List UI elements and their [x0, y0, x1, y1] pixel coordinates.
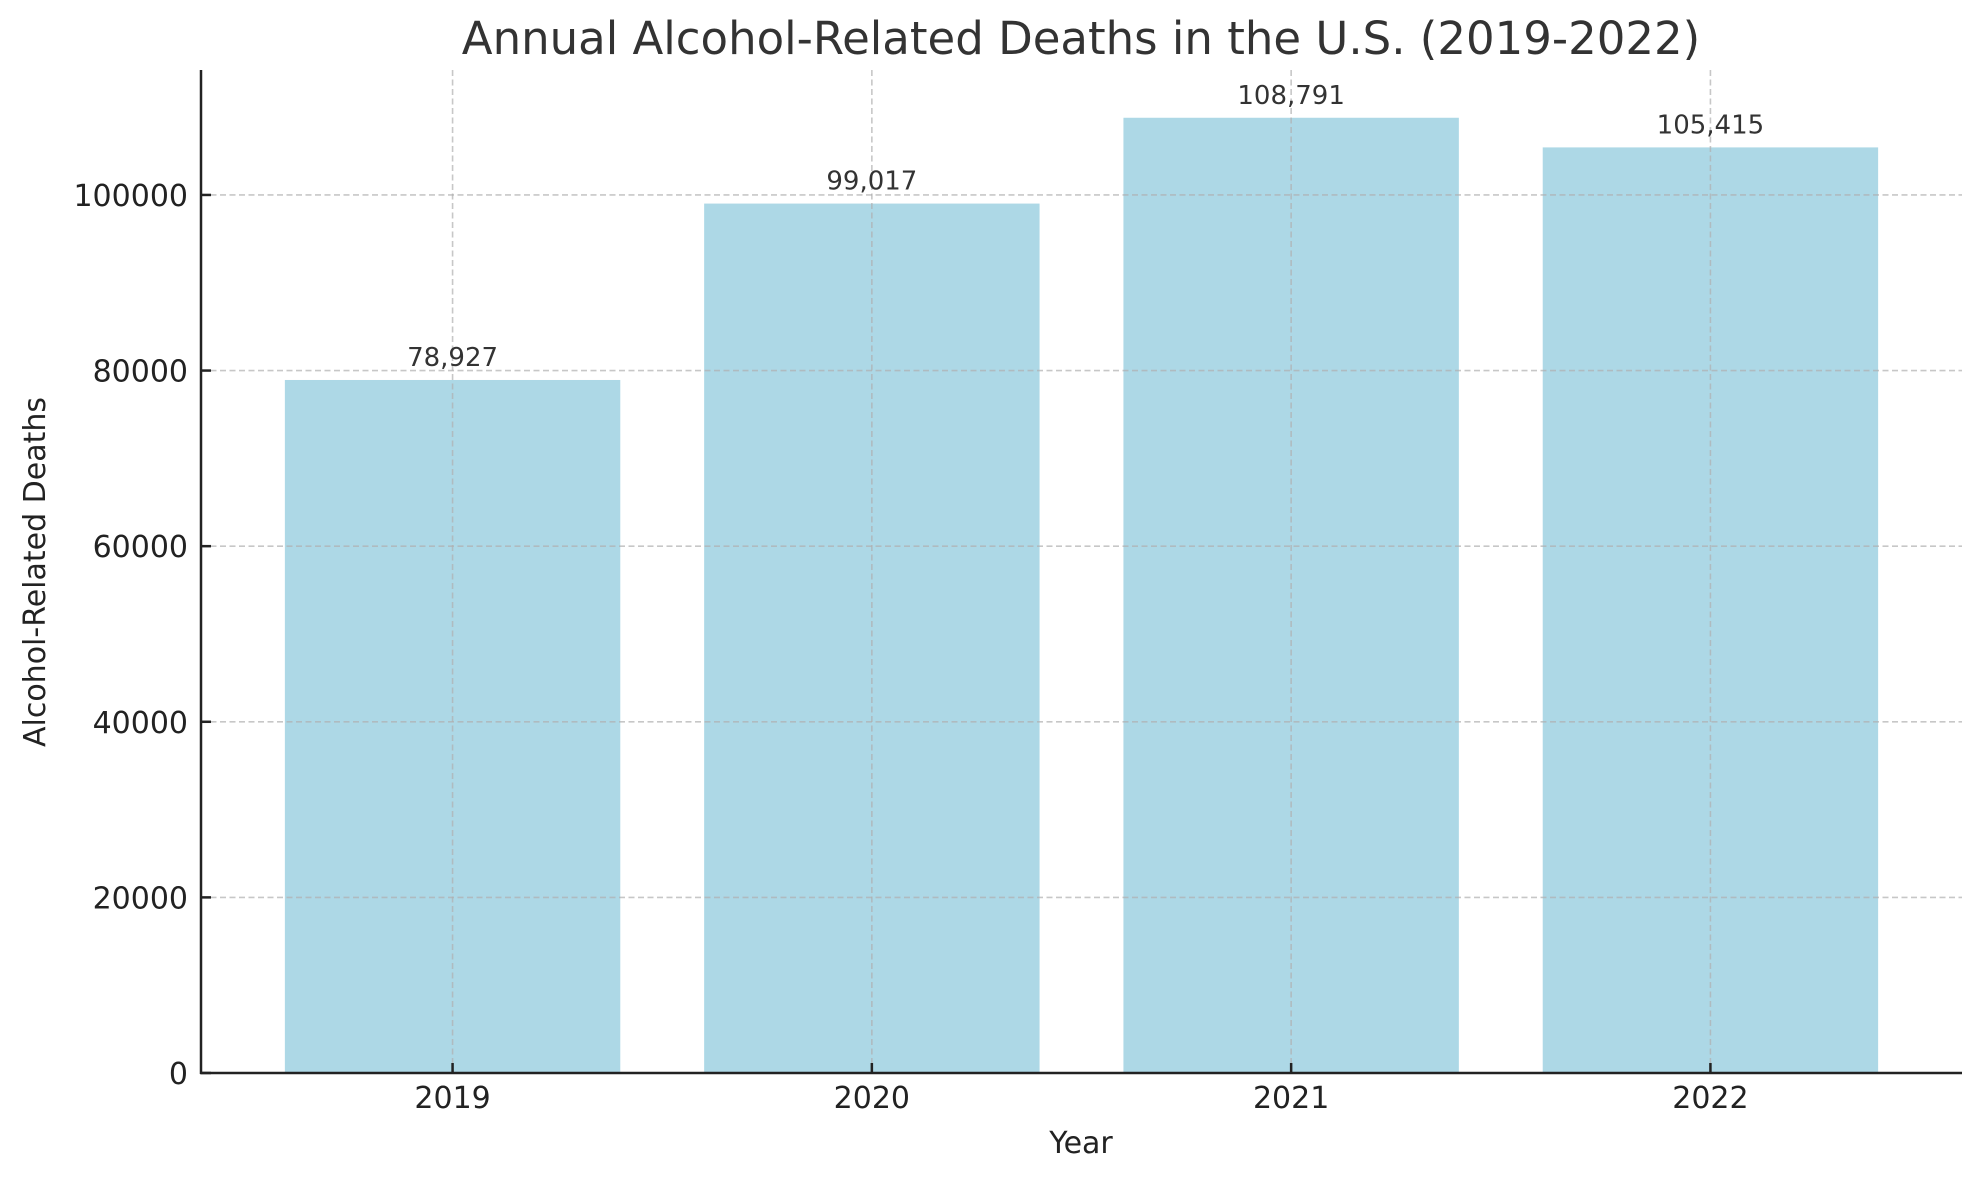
x-ticks: 2019 2020 2021 2022: [414, 1063, 1749, 1116]
y-tick-label: 100000: [73, 179, 188, 214]
y-tick-label: 0: [169, 1057, 188, 1092]
y-axis-label: Alcohol-Related Deaths: [18, 397, 53, 747]
bars: [284, 117, 1879, 1073]
axes: [199, 70, 1962, 1075]
vertical-grid-lines: [201, 70, 1962, 1073]
y-tick-label: 40000: [93, 706, 188, 741]
bar-value-label: 108,791: [1237, 81, 1345, 111]
bar-value-labels: 78,927 99,017 108,791 105,415: [407, 81, 1764, 373]
y-tick-label: 60000: [93, 530, 188, 565]
bar-value-label: 78,927: [407, 343, 498, 373]
bar-value-label: 105,415: [1657, 110, 1765, 140]
x-axis-label: Year: [1048, 1126, 1113, 1161]
y-tick-label: 80000: [93, 355, 188, 390]
x-tick-label: 2020: [834, 1081, 910, 1116]
x-tick-label: 2019: [414, 1081, 490, 1116]
x-tick-label: 2022: [1672, 1081, 1748, 1116]
y-tick-label: 20000: [93, 881, 188, 916]
bar-value-label: 99,017: [826, 167, 917, 197]
bar-2020: [704, 203, 1040, 1073]
x-tick-label: 2021: [1253, 1081, 1329, 1116]
chart-title: Annual Alcohol-Related Deaths in the U.S…: [462, 12, 1700, 65]
y-ticks: 0 20000 40000 60000 80000 100000: [73, 179, 211, 1092]
bar-2022: [1542, 147, 1879, 1073]
